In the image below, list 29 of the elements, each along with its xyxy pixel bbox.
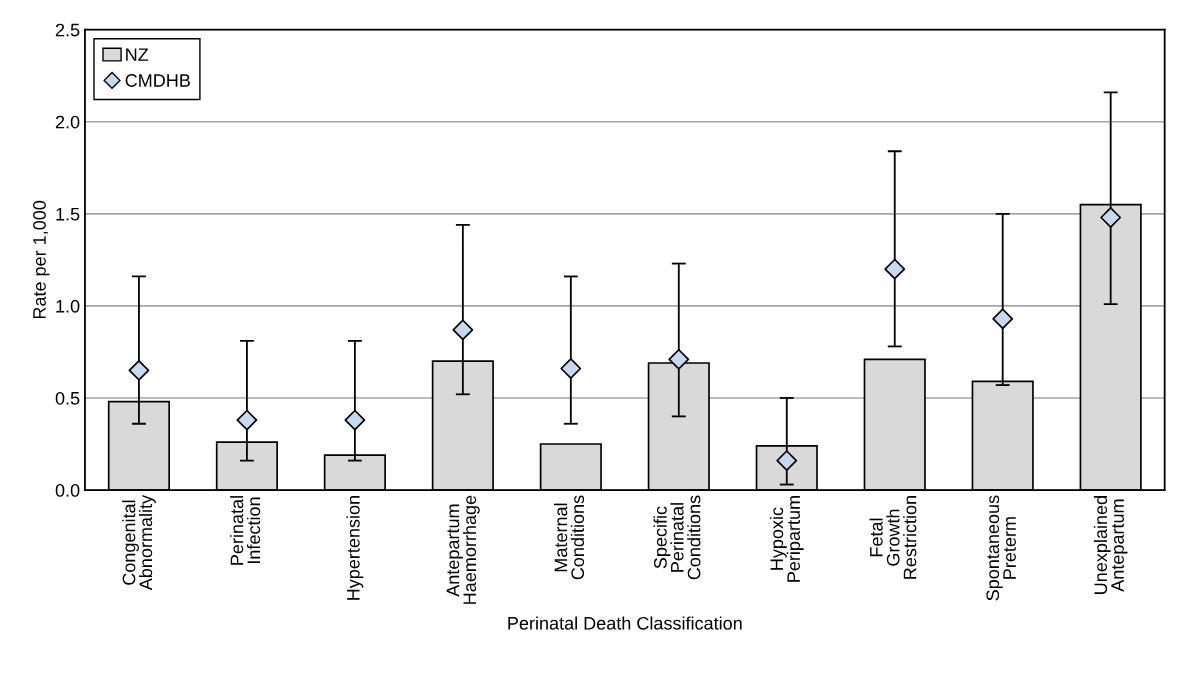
x-tick-label: Antepartum Haemorrhage: [446, 495, 480, 604]
point: [128, 359, 150, 381]
legend-label: CMDHB: [125, 74, 190, 87]
point: [560, 358, 582, 379]
y-tick-label: 2.0: [55, 115, 80, 129]
x-tick-label: Maternal Conditions: [553, 495, 585, 580]
x-tick-label: Congenital Abnormality: [122, 494, 156, 591]
y-tick-label: 0.0: [55, 483, 80, 497]
x-tick-label: Hypertension: [346, 496, 364, 600]
x-tick-label: Fetal Growth Restriction: [869, 496, 917, 579]
point: [236, 409, 258, 431]
x-tick-label: Hypoxic Peripartum: [769, 496, 804, 582]
x-tick-label: Specific Perinatal Conditions: [653, 495, 701, 580]
y-tick-label: 1.0: [56, 299, 80, 313]
point: [344, 409, 366, 431]
point: [668, 348, 690, 370]
x-tick-label: Unexplained Antepartum: [1093, 496, 1128, 594]
point: [1100, 207, 1122, 228]
y-axis-title: Rate per 1,000: [33, 200, 50, 319]
point: [992, 308, 1014, 330]
y-tick-label: 1.5: [56, 207, 80, 221]
y-tick-label: 2.5: [55, 23, 80, 37]
x-tick-label: Spontaneous Preterm: [986, 495, 1016, 601]
x-axis-title: Perinatal Death Classification: [508, 616, 742, 630]
x-tick-label: Perinatal Infection: [230, 496, 261, 565]
y-tick-label: 0.5: [55, 391, 80, 405]
legend-label: NZ: [126, 48, 149, 61]
point: [884, 258, 906, 280]
point: [452, 319, 474, 341]
